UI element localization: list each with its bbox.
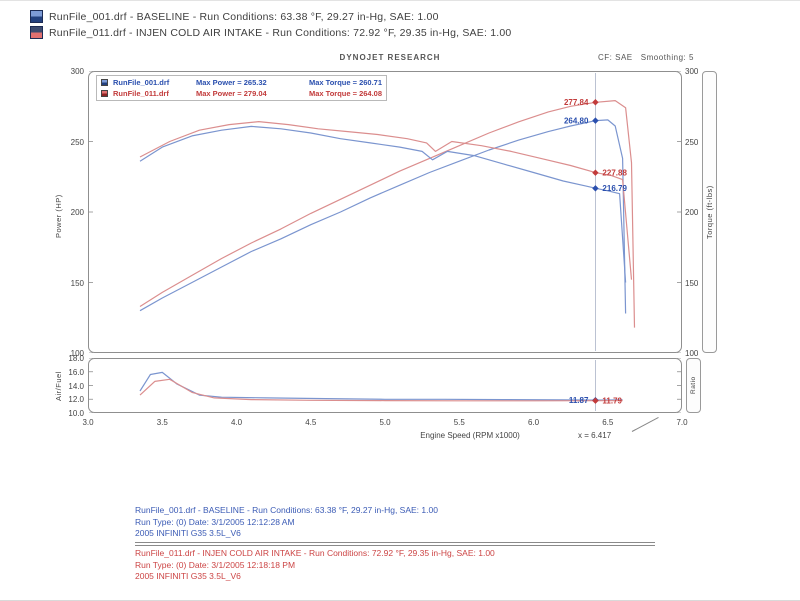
- y-tick-label: 16.0: [68, 367, 84, 377]
- y-tick-label: 150: [70, 278, 84, 288]
- legend-max-torque: Max Torque = 260.71: [309, 78, 383, 87]
- x-tick-label: 3.5: [156, 418, 168, 427]
- air-fuel-chart: 11.87 11.79: [88, 358, 682, 413]
- series-line: [139, 119, 627, 314]
- chart-legend: RunFile_001.drf Max Power = 265.32 Max T…: [96, 75, 388, 101]
- afr-right-title: Ratio: [690, 376, 697, 395]
- legend-row-baseline: RunFile_001.drf Max Power = 265.32 Max T…: [101, 77, 382, 88]
- legend-swatch-red-icon: [101, 90, 108, 97]
- y-tick-label-right: 250: [685, 137, 699, 147]
- baseline-run-text: RunFile_001.drf - BASELINE - Run Conditi…: [49, 10, 439, 23]
- footer-line: 2005 INFINITI G35 3.5L_V6: [135, 571, 241, 581]
- power-torque-chart: 277.84 264.80 227.88 216.79: [88, 71, 682, 353]
- y-tick-label: 12.0: [68, 395, 84, 405]
- x-tick-label: 6.0: [527, 418, 540, 427]
- cursor-annotation: x = 6.417: [578, 431, 612, 440]
- series-line: [139, 378, 623, 402]
- y-tick-label-right: 300: [685, 67, 699, 76]
- cursor-readout: 264.80: [564, 116, 589, 125]
- air-fuel-chart-svg: 11.87 11.79: [88, 358, 682, 413]
- smoothing-value: Smoothing: 5: [640, 53, 694, 62]
- series-line: [139, 120, 633, 280]
- series-line: [139, 371, 623, 401]
- footer-baseline-block: RunFile_001.drf - BASELINE - Run Conditi…: [135, 505, 438, 540]
- x-tick-label: 4.5: [305, 418, 317, 427]
- y-tick-label-right: 100: [685, 349, 699, 358]
- cursor-readout: 11.87: [569, 396, 589, 405]
- footer-line: RunFile_001.drf - BASELINE - Run Conditi…: [135, 505, 438, 515]
- legend-max-torque: Max Torque = 264.08: [309, 89, 383, 98]
- torque-axis-title: Torque (ft-lbs): [705, 185, 714, 239]
- legend-swatch-blue-icon: [101, 79, 108, 86]
- y-tick-label-right: 200: [685, 208, 699, 217]
- legend-max-power: Max Power = 265.32: [196, 78, 267, 87]
- y-tick-label: 200: [70, 208, 84, 217]
- x-tick-label: 5.0: [379, 418, 391, 427]
- series-line: [139, 100, 636, 328]
- cursor-readout: 277.84: [564, 98, 589, 107]
- y-tick-label: 18.0: [68, 354, 84, 363]
- injen-color-swatch-icon: [30, 26, 43, 39]
- afr-right-strip: Ratio: [686, 358, 701, 413]
- footer-injen-block: RunFile_011.drf - INJEN COLD AIR INTAKE …: [135, 548, 495, 583]
- x-tick-label: 4.0: [230, 418, 243, 427]
- torque-axis-strip: Torque (ft-lbs): [702, 71, 717, 353]
- y-tick-label: 250: [70, 137, 84, 147]
- footer-line: RunFile_011.drf - INJEN COLD AIR INTAKE …: [135, 548, 495, 558]
- x-axis-title: Engine Speed (RPM x1000): [420, 431, 520, 440]
- x-tick-label: 6.5: [602, 418, 614, 427]
- power-torque-chart-svg: 277.84 264.80 227.88 216.79: [88, 71, 682, 353]
- y-tick-label: 14.0: [68, 381, 84, 391]
- y-tick-label: 300: [70, 67, 84, 76]
- footer-divider: [135, 542, 655, 546]
- cursor-annotation-pointer: [631, 416, 659, 432]
- cursor-marker-icon: [592, 117, 599, 124]
- legend-max-power: Max Power = 279.04: [196, 89, 267, 98]
- y-tick-label-right: 150: [685, 278, 699, 288]
- plot-frame: [88, 358, 682, 413]
- footer-line: Run Type: (0) Date: 3/1/2005 12:12:28 AM: [135, 516, 295, 527]
- plot-frame: [88, 71, 682, 353]
- footer-line: 2005 INFINITI G35 3.5L_V6: [135, 528, 241, 538]
- injen-run-text: RunFile_011.drf - INJEN COLD AIR INTAKE …: [49, 26, 512, 39]
- dynojet-brand: DYNOJET RESEARCH: [339, 53, 441, 62]
- legend-file-name: RunFile_001.drf: [113, 78, 170, 87]
- cursor-readout: 11.79: [602, 396, 622, 405]
- cursor-readout: 227.88: [602, 168, 627, 177]
- x-tick-label: 3.0: [82, 418, 94, 427]
- run-header-baseline: RunFile_001.drf - BASELINE - Run Conditi…: [30, 9, 439, 24]
- cursor-readout: 216.79: [602, 184, 627, 193]
- x-tick-label: 7.0: [676, 418, 688, 427]
- run-header-injen: RunFile_011.drf - INJEN COLD AIR INTAKE …: [30, 25, 511, 40]
- footer-line: Run Type: (0) Date: 3/1/2005 12:18:18 PM: [135, 559, 296, 570]
- y-tick-label: 10.0: [68, 409, 84, 418]
- cf-value: CF: SAE: [598, 53, 633, 62]
- legend-file-name: RunFile_011.drf: [113, 89, 169, 98]
- legend-row-injen: RunFile_011.drf Max Power = 279.04 Max T…: [101, 88, 382, 99]
- series-line: [139, 125, 627, 283]
- baseline-color-swatch-icon: [30, 10, 43, 23]
- correction-factor-label: CF: SAE Smoothing: 5: [598, 53, 778, 62]
- x-tick-label: 5.5: [453, 418, 465, 427]
- y-tick-label: 100: [70, 349, 84, 358]
